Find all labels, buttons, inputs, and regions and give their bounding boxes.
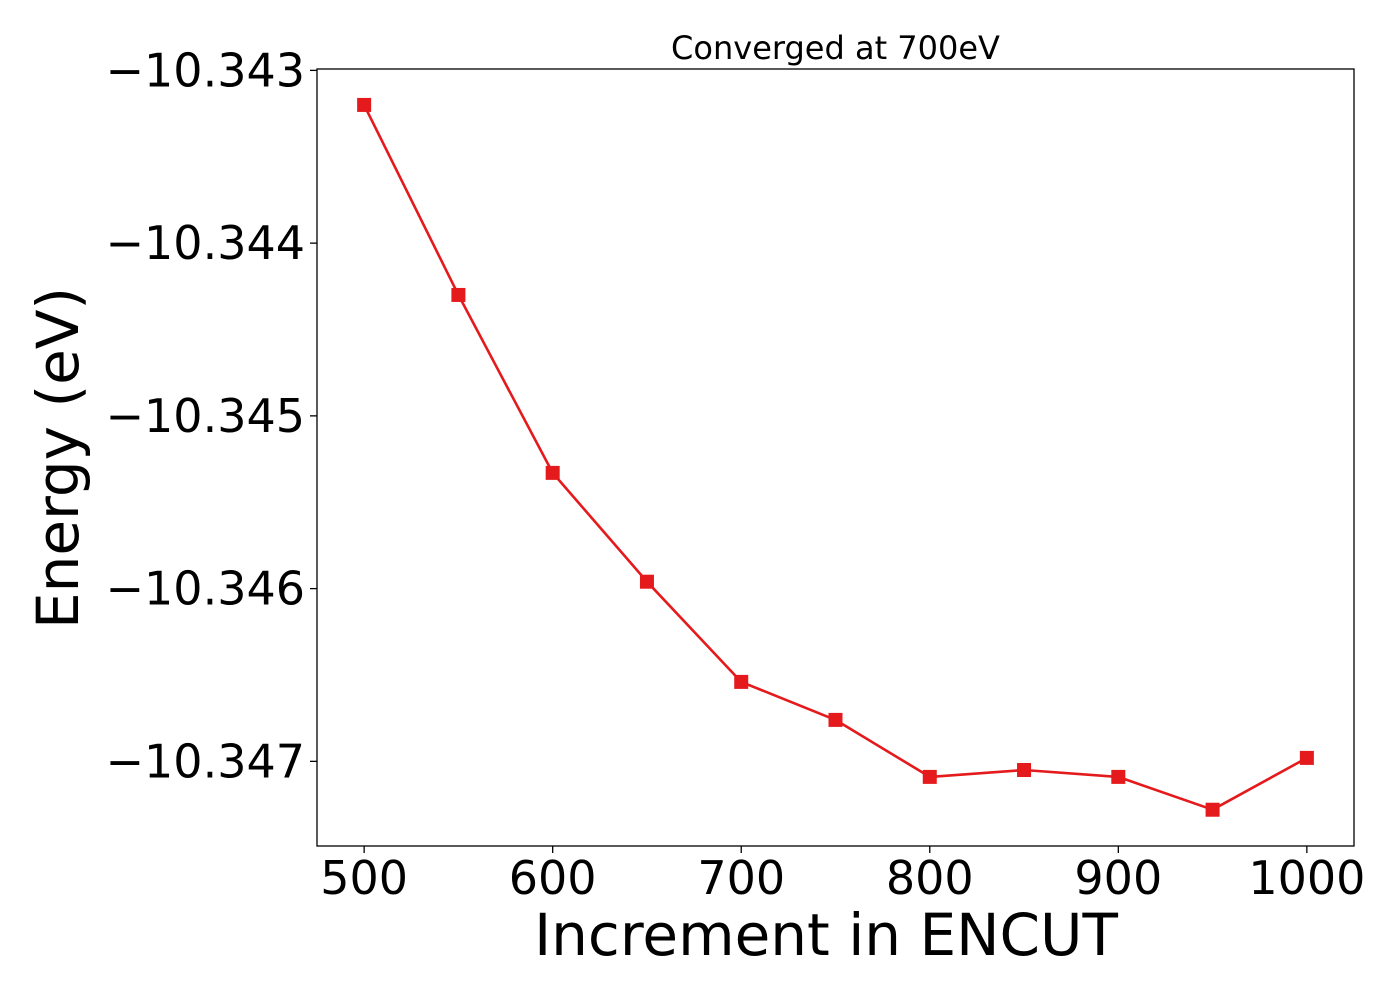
chart-title: Converged at 700eV [671, 29, 1000, 67]
y-axis: −10.343 −10.344 −10.345 −10.346 −10.347 [106, 43, 317, 788]
x-axis: 500 600 700 800 900 1000 [320, 846, 1365, 905]
data-point [734, 674, 749, 689]
data-point [1111, 769, 1126, 784]
x-tick-label: 1000 [1248, 851, 1365, 905]
data-point [1017, 762, 1032, 777]
data-point [451, 287, 466, 302]
data-point [828, 712, 843, 727]
x-tick-label: 600 [509, 851, 597, 905]
y-tick-label: −10.346 [106, 562, 306, 616]
x-tick-label: 700 [697, 851, 785, 905]
y-axis-label: Energy (eV) [24, 287, 92, 629]
data-point [1299, 750, 1314, 765]
y-tick-label: −10.345 [106, 389, 306, 443]
series-line [362, 104, 1308, 812]
y-tick-label: −10.347 [106, 734, 306, 788]
x-tick-label: 500 [320, 851, 408, 905]
plot-frame [316, 68, 1355, 847]
data-point [1205, 802, 1220, 817]
y-tick-label: −10.344 [106, 216, 306, 270]
data-point [357, 97, 372, 112]
plot-area [357, 97, 1314, 817]
x-tick-label: 900 [1074, 851, 1162, 905]
y-tick-label: −10.343 [106, 43, 306, 97]
x-tick-label: 800 [886, 851, 974, 905]
x-axis-label: Increment in ENCUT [534, 901, 1118, 969]
data-point [639, 574, 654, 589]
data-point [922, 769, 937, 784]
data-point [545, 465, 560, 480]
